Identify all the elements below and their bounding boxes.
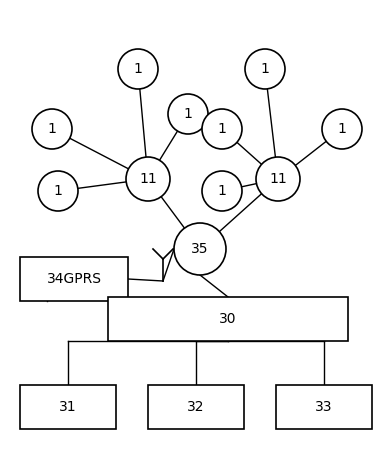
- FancyBboxPatch shape: [20, 385, 116, 429]
- FancyBboxPatch shape: [276, 385, 372, 429]
- Circle shape: [174, 223, 226, 275]
- Text: 11: 11: [139, 172, 157, 186]
- Circle shape: [32, 109, 72, 149]
- Text: 1: 1: [133, 62, 142, 76]
- Text: 1: 1: [184, 107, 192, 121]
- FancyBboxPatch shape: [20, 257, 128, 301]
- Circle shape: [118, 49, 158, 89]
- Text: 1: 1: [261, 62, 269, 76]
- Text: 1: 1: [218, 184, 227, 198]
- Text: 34GPRS: 34GPRS: [47, 272, 102, 286]
- FancyBboxPatch shape: [148, 385, 244, 429]
- Circle shape: [168, 94, 208, 134]
- Circle shape: [202, 171, 242, 211]
- Text: 35: 35: [191, 242, 209, 256]
- Text: 31: 31: [59, 400, 77, 414]
- Circle shape: [256, 157, 300, 201]
- Text: 32: 32: [187, 400, 205, 414]
- Circle shape: [126, 157, 170, 201]
- Text: 1: 1: [338, 122, 346, 136]
- Circle shape: [322, 109, 362, 149]
- FancyBboxPatch shape: [108, 297, 348, 341]
- Circle shape: [38, 171, 78, 211]
- Text: 33: 33: [315, 400, 333, 414]
- Circle shape: [202, 109, 242, 149]
- Text: 1: 1: [48, 122, 56, 136]
- Circle shape: [245, 49, 285, 89]
- Text: 30: 30: [219, 312, 237, 326]
- Text: 1: 1: [218, 122, 227, 136]
- Text: 11: 11: [269, 172, 287, 186]
- Text: 1: 1: [54, 184, 62, 198]
